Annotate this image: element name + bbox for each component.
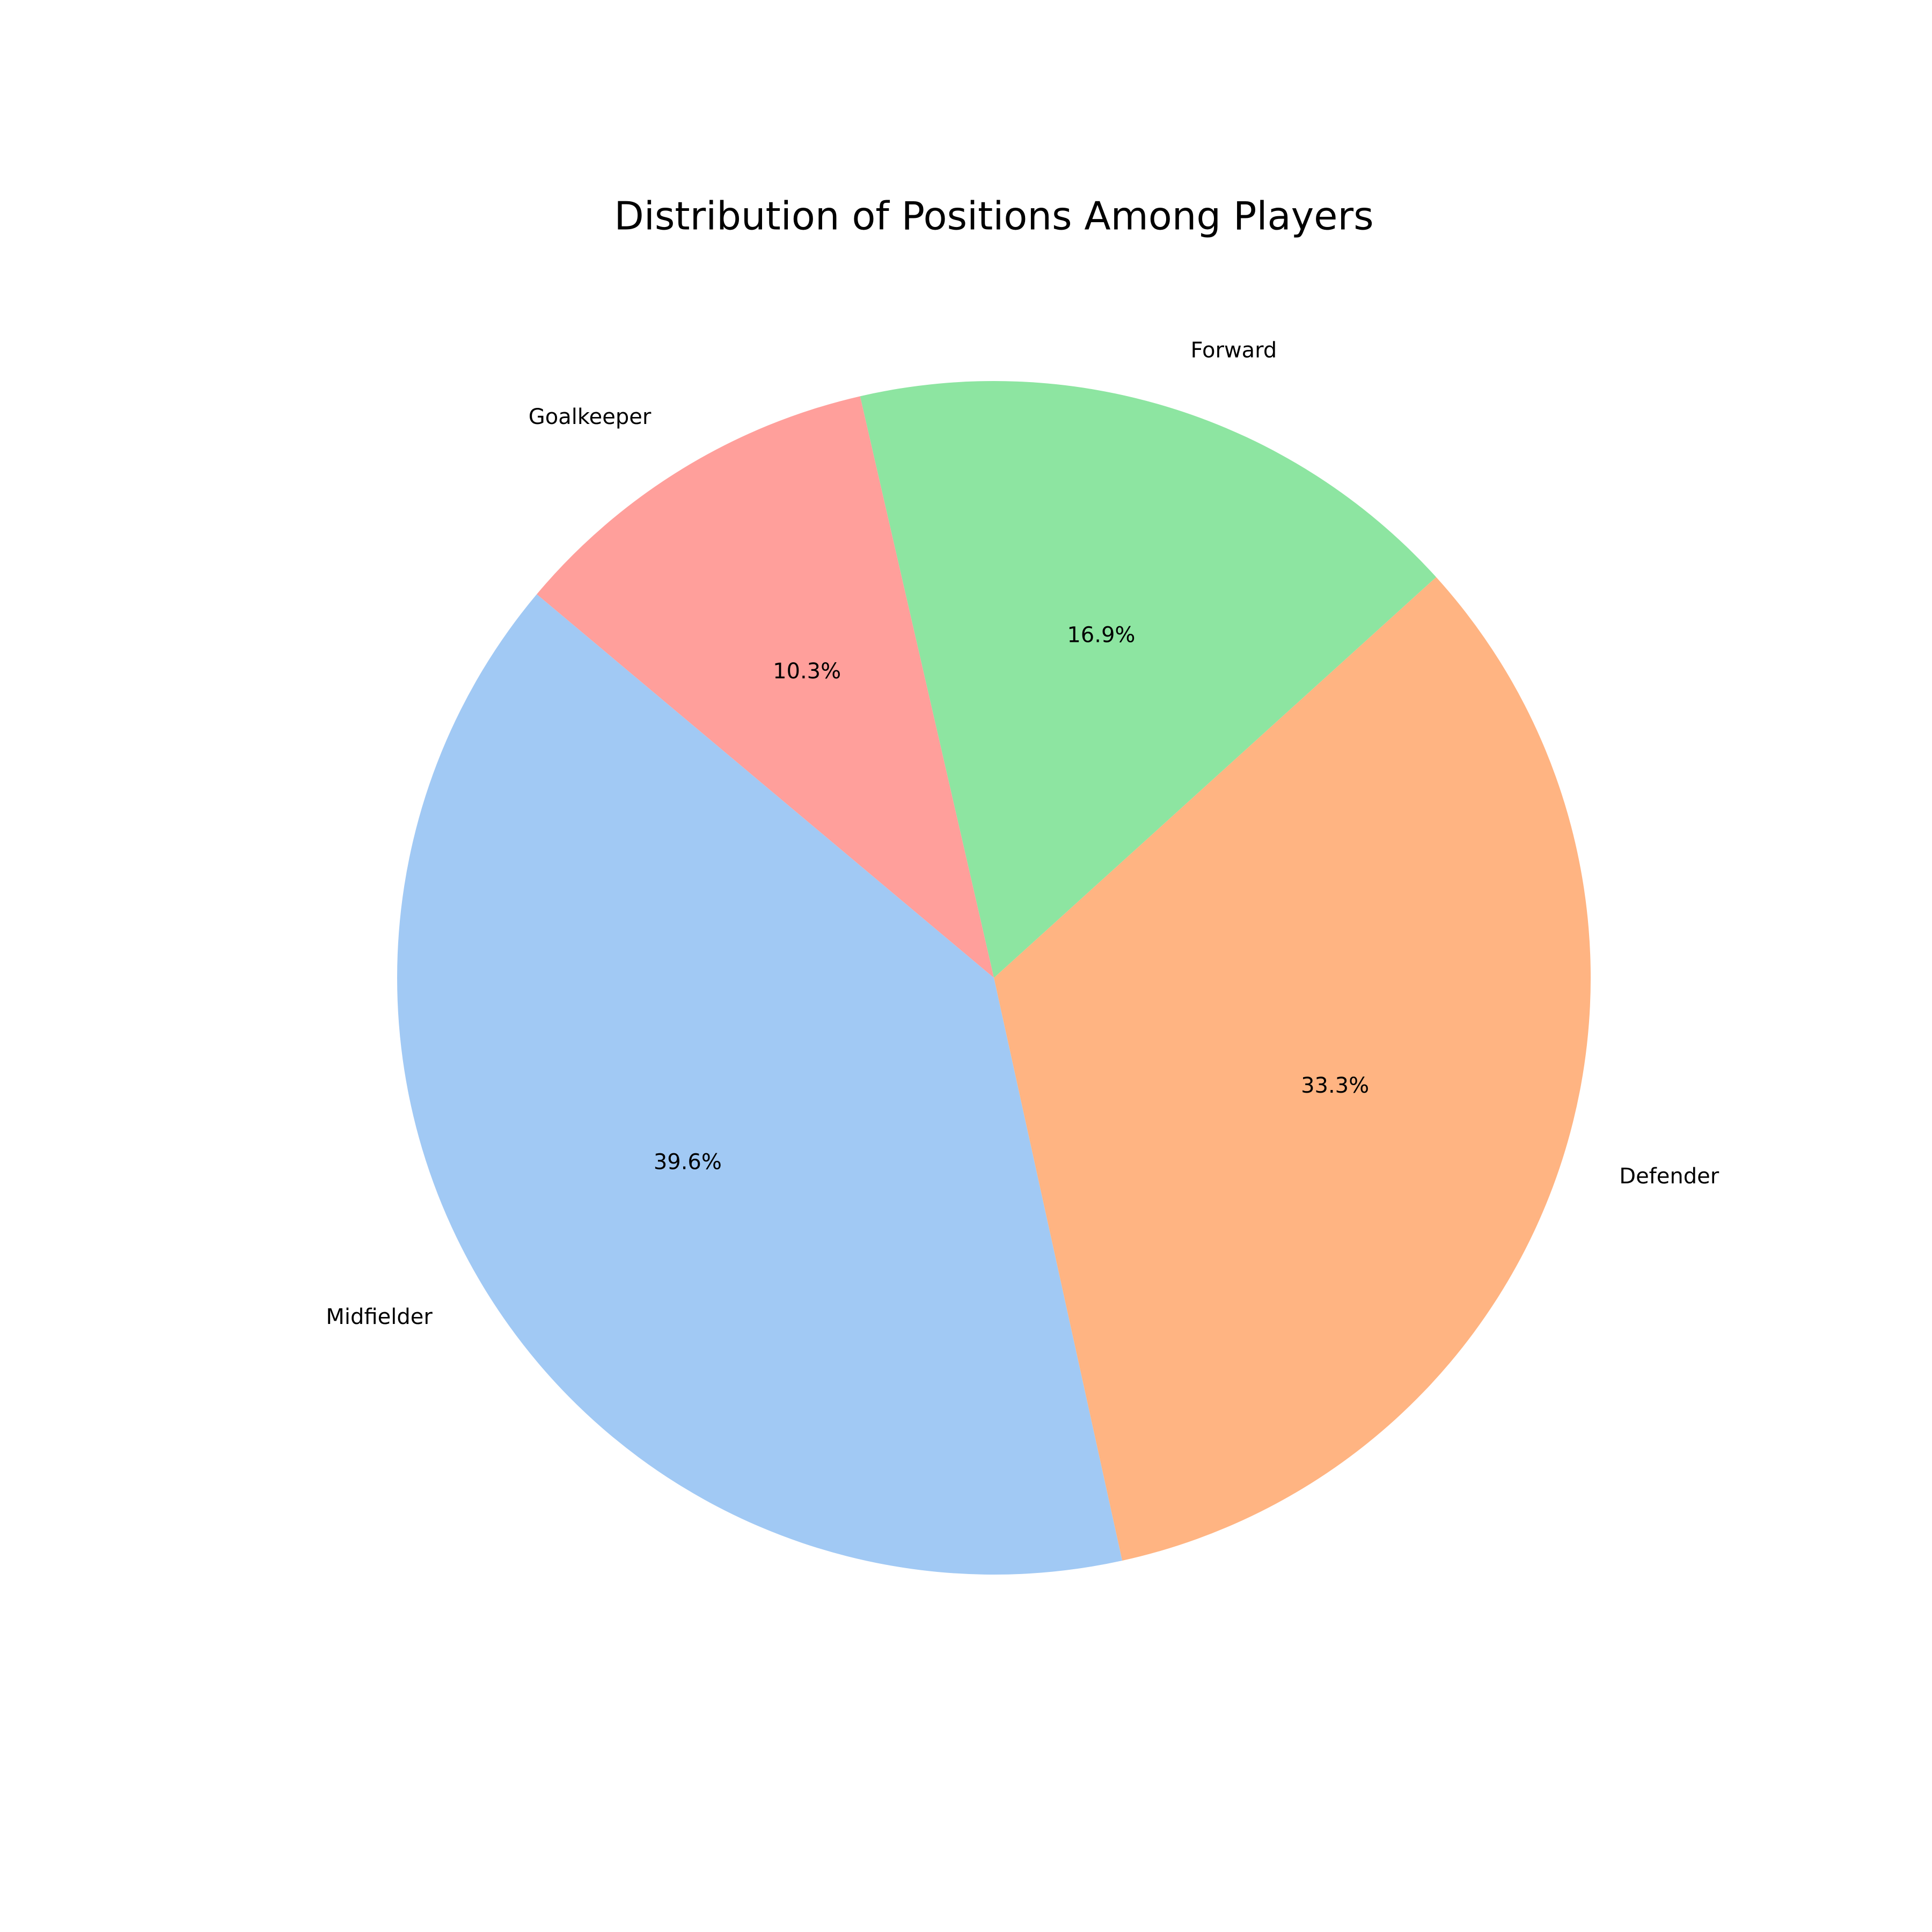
pie-labels: Midfielder 39.6% Defender 33.3% Forward 16.9%… [326, 338, 1719, 1329]
pie-slice-goalkeeper [537, 396, 994, 978]
pct-label-forward: 16.9% [1067, 623, 1135, 647]
pct-label-defender: 33.3% [1301, 1073, 1369, 1098]
slice-label-defender: Defender [1619, 1164, 1719, 1189]
slice-label-midfielder: Midfielder [326, 1305, 433, 1329]
slice-label-goalkeeper: Goalkeeper [529, 405, 652, 429]
pct-label-midfielder: 39.6% [654, 1150, 722, 1175]
pie-slice-defender [994, 577, 1591, 1561]
slice-label-forward: Forward [1190, 338, 1277, 363]
pie-slices [397, 381, 1591, 1575]
pie-slice-midfielder [397, 594, 1123, 1575]
pie-slice-forward [860, 381, 1437, 978]
chart-title: Distribution of Positions Among Players [614, 194, 1373, 239]
pct-label-goalkeeper: 10.3% [773, 659, 841, 684]
